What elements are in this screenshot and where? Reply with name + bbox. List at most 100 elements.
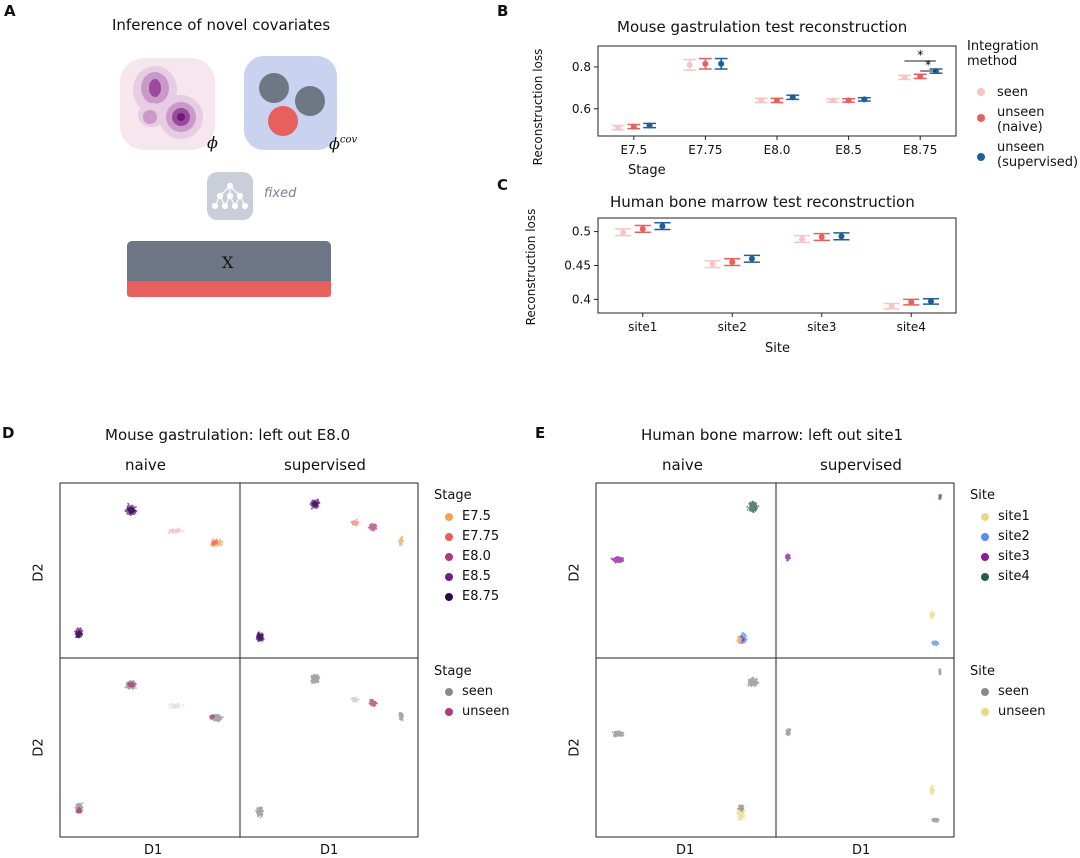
- panel-e-legend1-item-0: site1: [998, 509, 1030, 524]
- d-naive-unseen-right-point: [211, 717, 214, 720]
- e-naive-seen-left-point: [616, 730, 619, 733]
- e-sup-site2: [931, 640, 940, 647]
- chart-b-sig-star-0: *: [917, 48, 923, 62]
- chart-c-point-1-0: [639, 225, 646, 232]
- d-sup-e80-point: [375, 525, 378, 528]
- e-naive-seen-left-point: [611, 731, 614, 733]
- d-naive-e775-point: [169, 530, 172, 532]
- d-naive-seen-mid-point: [177, 703, 180, 706]
- e-naive-site3-point: [619, 556, 622, 559]
- chart-c-xtick-label-2: site3: [807, 320, 836, 334]
- d-naive-e775-point: [175, 529, 178, 532]
- e-naive-site3-point: [612, 558, 615, 561]
- e-naive-site2-point: [745, 639, 748, 641]
- d-naive-seen-right-point: [216, 713, 218, 716]
- e-naive-site1-point: [738, 642, 740, 645]
- e-naive-site1-point: [739, 640, 741, 643]
- d-sup-e875-low-point: [256, 635, 259, 637]
- d-naive-e775-point: [177, 529, 180, 531]
- x-label: X: [222, 253, 234, 272]
- d-sup-e875-point: [311, 502, 314, 505]
- d-naive-seen-right-point: [218, 714, 220, 716]
- chart-c-point-0-0: [620, 229, 627, 236]
- d-sup-e80-point: [373, 527, 376, 529]
- d-sup-seen-right-point: [398, 713, 401, 715]
- e-sup-seen-point: [939, 672, 941, 674]
- chart-c-point-2-2: [838, 233, 845, 240]
- phi-cov-label: ϕcov: [329, 134, 357, 153]
- d-naive-e775-point: [174, 529, 176, 532]
- e-sup-unseen: [929, 784, 935, 796]
- chart-c-ytick-label-0: 0.4: [572, 292, 591, 306]
- d-naive-unseen-point: [128, 682, 131, 684]
- e-naive-site1-point: [740, 640, 743, 642]
- legend-bc-marker-supervised: [977, 153, 985, 161]
- d-naive-e775-point: [168, 529, 171, 531]
- panel-e-legend2-title: Site: [970, 664, 995, 679]
- e-sup-seen-right: [931, 817, 940, 823]
- chart-b-title: Mouse gastrulation test reconstruction: [617, 18, 908, 36]
- d-sup-seen-low-point: [257, 813, 260, 815]
- d-sup-e875-point: [314, 502, 316, 504]
- d-naive-e775-point: [170, 530, 173, 533]
- d-naive-e775-point: [177, 529, 179, 532]
- d-sup-unseen-point: [369, 701, 372, 703]
- panel-e-legend1-item-1: site2: [998, 529, 1030, 544]
- e-naive-site4-point: [746, 509, 749, 511]
- d-naive-seen-mid-point: [171, 704, 174, 707]
- d-naive-seen-mid-point: [168, 703, 171, 705]
- panel-d-legend1-item-2: E8.0: [462, 549, 491, 564]
- d-sup-e80-point: [371, 528, 374, 531]
- chart-c-point-0-3: [888, 303, 895, 310]
- d-naive-unseen-right: [208, 714, 216, 720]
- d-sup-e80-point: [374, 527, 377, 529]
- e-naive-site2-point: [744, 634, 746, 637]
- e-sup-seen-left-point: [787, 730, 790, 733]
- d-naive-seen-low-point: [76, 804, 78, 807]
- d-naive-seen-mid-point: [174, 704, 177, 706]
- d-sup-seen-low-point: [258, 807, 260, 809]
- d-naive-seen-mid-point: [178, 706, 180, 709]
- d-naive-seen-mid-point: [169, 703, 172, 706]
- e-sup-site3: [784, 553, 791, 562]
- d-naive-e85-point: [133, 513, 136, 515]
- d-naive-e775-point: [182, 530, 185, 532]
- d-naive-e875-point: [131, 510, 134, 513]
- e-sup-site2-point: [931, 642, 933, 644]
- panel-e-title: Human bone marrow: left out site1: [641, 426, 904, 444]
- e-naive-site4-point: [755, 505, 758, 508]
- panel-d-title: Mouse gastrulation: left out E8.0: [105, 426, 351, 444]
- panel-e-legend1-title: Site: [970, 488, 995, 503]
- d-sup-seen-right: [398, 711, 404, 722]
- panel-d-legend2-item-0: seen: [462, 684, 494, 699]
- chart-b-point-1-0: [630, 123, 637, 130]
- e-naive-site4-point: [753, 503, 755, 506]
- panel-d-legend1-marker-4: [445, 593, 453, 601]
- e-sup-seen-left-point: [788, 733, 791, 736]
- legend-bc-title: Integration method: [967, 39, 1047, 69]
- d-sup-seen-point: [311, 681, 314, 684]
- e-naive-seen-point: [755, 678, 758, 681]
- d-sup-e80-point: [367, 526, 370, 529]
- e-naive-seen-low-point: [737, 807, 739, 810]
- d-naive-e775-point: [173, 530, 176, 532]
- d-naive-seen-point: [135, 687, 137, 690]
- phi-cov-symbol: ϕ: [329, 134, 340, 153]
- panel-d-frame: [59, 482, 419, 838]
- d-naive-e775-point: [177, 529, 180, 532]
- d-naive-e875-low-point: [77, 636, 80, 639]
- e-naive-unseen-point: [744, 817, 746, 819]
- d-naive-e775b: [211, 539, 218, 546]
- e-naive-site3: [610, 556, 625, 564]
- d-naive-seen-mid-point: [171, 702, 174, 705]
- panel-d-xlabel-right: D1: [320, 843, 339, 858]
- e-naive-seen-left-point: [619, 733, 622, 735]
- e-sup-unseen-point: [933, 789, 935, 792]
- d-sup-e75-point: [400, 538, 403, 541]
- d-naive-seen-mid-point: [177, 702, 179, 705]
- d-naive-seen-mid: [168, 702, 185, 710]
- e-naive-site1-point: [737, 636, 739, 639]
- d-naive-e85-point: [127, 502, 129, 505]
- d-sup-e875-low-point: [257, 632, 260, 634]
- e-naive-seen-low-point: [739, 807, 742, 810]
